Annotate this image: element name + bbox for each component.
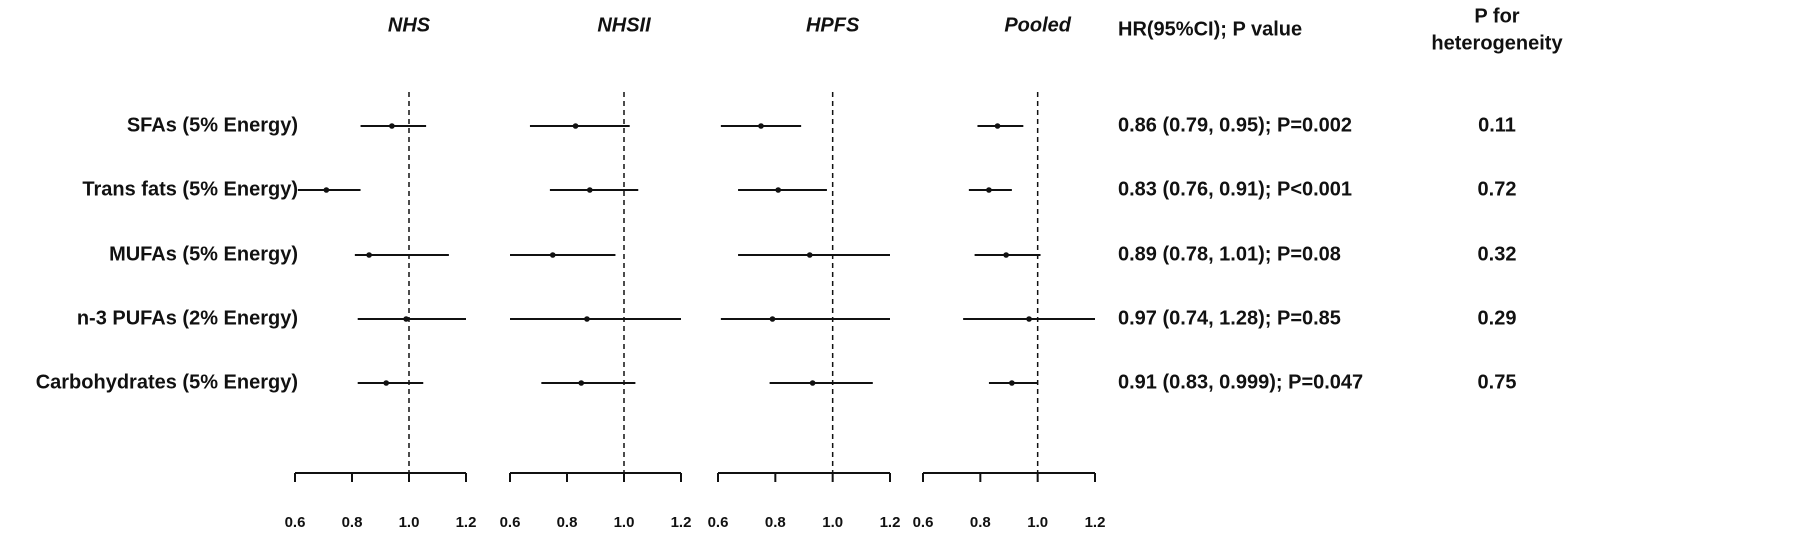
x-tick-label: 1.2 xyxy=(456,514,477,531)
estimate-point xyxy=(986,187,992,193)
estimate-point xyxy=(809,380,816,386)
hr-text: 0.86 (0.79, 0.95); P=0.002 xyxy=(1118,114,1352,136)
estimate-point xyxy=(775,187,781,193)
panel-marks xyxy=(963,123,1095,386)
panel-title: NHS xyxy=(388,14,431,36)
estimate-point xyxy=(383,380,390,386)
x-tick-label: 1.2 xyxy=(880,514,901,531)
estimate-point xyxy=(806,252,813,258)
x-tick-label: 0.8 xyxy=(765,514,786,531)
estimate-point xyxy=(1009,380,1015,386)
het-value: 0.72 xyxy=(1478,178,1517,200)
estimate-point xyxy=(769,316,776,322)
panel-marks xyxy=(720,123,890,386)
x-tick-label: 1.2 xyxy=(671,514,692,531)
estimate-point xyxy=(578,380,585,386)
x-tick-label: 0.6 xyxy=(285,514,306,531)
estimate-point xyxy=(587,187,593,193)
hr-text: 0.91 (0.83, 0.999); P=0.047 xyxy=(1118,371,1363,393)
x-tick-label: 1.0 xyxy=(822,514,843,531)
estimate-point xyxy=(549,252,556,258)
x-tick-label: 1.0 xyxy=(614,514,635,531)
panel-title: NHSII xyxy=(597,14,651,36)
row-label: SFAs (5% Energy) xyxy=(127,114,298,136)
hr-text: 0.83 (0.76, 0.91); P<0.001 xyxy=(1118,178,1352,200)
row-label: MUFAs (5% Energy) xyxy=(109,243,298,265)
het-header: P for xyxy=(1474,5,1519,27)
estimate-point xyxy=(572,123,579,129)
x-tick-label: 0.6 xyxy=(913,514,934,531)
estimate-point xyxy=(1026,316,1032,322)
het-header: heterogeneity xyxy=(1431,32,1563,54)
estimate-point xyxy=(323,187,330,193)
estimate-point xyxy=(1003,252,1009,258)
hr-text: 0.97 (0.74, 1.28); P=0.85 xyxy=(1118,307,1341,329)
estimate-point xyxy=(403,316,409,322)
hr-header: HR(95%CI); P value xyxy=(1118,18,1302,40)
estimate-point xyxy=(758,123,764,129)
x-tick-label: 0.8 xyxy=(342,514,363,531)
het-value: 0.29 xyxy=(1478,307,1517,329)
row-label: Trans fats (5% Energy) xyxy=(82,178,298,200)
estimate-point xyxy=(389,123,395,129)
estimate-point xyxy=(994,123,1001,129)
x-tick-label: 1.2 xyxy=(1085,514,1106,531)
row-label: Carbohydrates (5% Energy) xyxy=(36,371,298,393)
panel-title: HPFS xyxy=(806,14,860,36)
het-value: 0.11 xyxy=(1478,114,1516,136)
x-tick-label: 0.6 xyxy=(708,514,729,531)
x-tick-label: 1.0 xyxy=(399,514,420,531)
het-value: 0.32 xyxy=(1478,243,1517,265)
hr-text: 0.89 (0.78, 1.01); P=0.08 xyxy=(1118,243,1341,265)
x-tick-label: 0.6 xyxy=(500,514,521,531)
panel-title: Pooled xyxy=(1004,14,1071,36)
het-value: 0.75 xyxy=(1478,371,1517,393)
panel-marks xyxy=(297,123,466,386)
x-tick-label: 1.0 xyxy=(1027,514,1048,531)
x-tick-label: 0.8 xyxy=(557,514,578,531)
row-label: n-3 PUFAs (2% Energy) xyxy=(77,307,298,329)
x-tick-label: 0.8 xyxy=(970,514,991,531)
panel-marks xyxy=(510,123,681,386)
estimate-point xyxy=(584,316,590,322)
estimate-point xyxy=(366,252,372,258)
